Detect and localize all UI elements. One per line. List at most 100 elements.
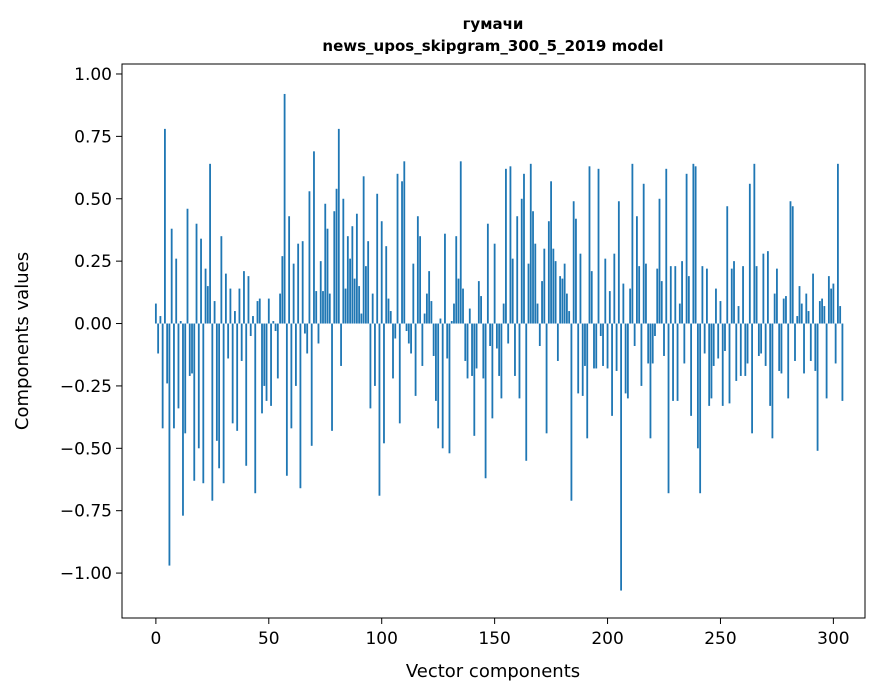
bar [263,323,266,386]
bar [577,323,580,394]
bar [730,268,733,324]
bar [416,216,419,324]
bar [543,248,546,324]
bar [789,201,792,324]
bar [486,223,489,324]
y-tick-label: 0.50 [74,190,112,210]
bar [769,323,772,406]
bar [495,323,498,349]
bar [715,288,717,324]
bar [565,293,568,324]
bar [430,301,433,324]
bar [222,323,225,484]
bar [274,323,277,332]
bar [547,221,550,324]
bar [389,311,392,324]
y-tick-label: 0.75 [74,127,112,147]
bar [374,323,376,386]
bar [238,288,241,324]
bar [701,266,704,324]
bar [687,276,690,324]
bar [588,166,591,324]
bar [247,276,250,324]
bar [441,323,444,449]
bar [708,323,711,406]
bar [455,236,458,324]
bar [304,323,306,334]
bar [545,323,548,434]
bar [780,323,783,374]
bar [685,173,688,324]
bar [270,323,272,406]
bar [593,323,595,369]
bar [353,278,356,324]
bar [604,258,607,324]
bar [179,321,182,324]
bar [340,323,342,366]
y-tick-label: −1.00 [60,564,112,584]
bar [489,323,492,346]
bar [328,293,331,324]
bar [186,208,189,324]
bar [240,323,243,361]
bar [629,288,632,324]
bar [791,206,794,324]
bar [315,291,318,324]
bar [423,313,426,324]
bar [333,211,336,324]
bar [457,278,460,324]
bar [633,323,636,346]
bar [371,293,374,324]
bar [809,323,812,361]
bar [498,323,501,376]
bar [748,183,751,324]
bar [245,323,248,466]
bar [299,323,302,489]
y-axis-ticks: 1.00 0.75 0.50 0.25 0.00 −0.25 −0.50 −0.75 −1.00 [60,65,122,584]
bar [814,323,817,371]
bar [570,323,573,501]
bar [317,323,320,344]
bar [518,323,521,399]
x-tick-label: 150 [478,629,510,649]
bar [579,253,582,324]
x-tick-label: 50 [258,629,280,649]
bar [617,201,620,324]
bar [387,298,390,324]
bar [335,188,338,324]
bar [324,203,327,324]
bar [369,323,372,409]
bar [654,323,656,337]
y-tick-label: 1.00 [74,65,112,85]
bar [690,323,693,416]
bar [667,323,670,494]
bar [541,281,543,324]
bar [157,323,160,354]
bar [211,323,214,501]
bar [523,173,525,324]
x-tick-label: 0 [150,629,161,649]
bar [294,323,297,386]
bar [613,253,616,324]
bar [827,276,830,324]
x-tick-label: 200 [591,629,623,649]
bar [672,323,674,401]
bar [645,263,647,324]
bar [710,323,713,399]
bar [812,273,814,324]
y-tick-label: −0.50 [60,439,112,459]
bar [383,323,385,444]
bar [477,281,480,324]
bar [597,168,600,324]
bar [676,323,679,401]
bar [234,311,236,324]
bar [737,306,740,324]
bar [703,323,706,354]
bar [378,323,381,496]
y-axis-label: Components values [12,252,33,430]
bar [453,303,455,324]
bar [568,311,571,324]
bar [762,253,765,324]
x-axis-ticks: 0 50 100 150 200 250 300 [150,618,850,649]
